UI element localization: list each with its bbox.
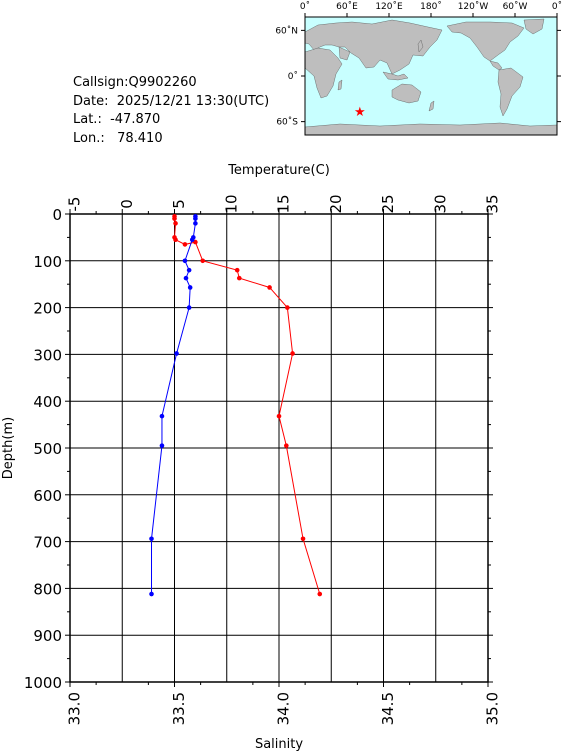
series-layer <box>149 214 323 597</box>
salinity-tick-label: 34.5 <box>379 692 397 725</box>
temperature-point <box>182 242 188 247</box>
salinity-point <box>174 351 179 356</box>
depth-tick-label: 100 <box>33 253 62 271</box>
temperature-point <box>300 536 306 542</box>
temperature-point <box>285 305 290 310</box>
depth-tick-label: 900 <box>33 627 62 645</box>
temperature-point <box>173 237 178 243</box>
africa-landmass <box>304 47 343 99</box>
temperature-tick-label: 10 <box>222 194 240 213</box>
depth-axis-title: Depth(m) <box>1 417 16 479</box>
salinity-line <box>151 216 196 595</box>
temperature-tick-label: 20 <box>327 194 345 213</box>
depth-tick-label: 300 <box>33 346 62 364</box>
temperature-tick-label: 35 <box>484 194 502 213</box>
south-america-landmass <box>497 67 524 117</box>
temperature-tick-label: 30 <box>431 194 449 213</box>
madagascar-landmass <box>337 79 343 91</box>
map-lon-label: 120˚E <box>375 1 403 12</box>
salinity-point <box>187 285 193 290</box>
salinity-point <box>189 237 195 243</box>
map-lat-label: 0˚ <box>288 71 298 82</box>
map-lon-label: 60˚W <box>503 1 528 12</box>
temperature-tick-label: 0 <box>118 199 136 209</box>
new-zealand-landmass <box>428 100 435 112</box>
temperature-point <box>267 285 272 290</box>
salinity-point <box>183 275 189 281</box>
map-lon-label: 60˚E <box>336 1 358 12</box>
north-america-landmass <box>446 21 525 62</box>
temperature-line <box>173 216 321 595</box>
station-marker-star-icon: ★ <box>354 105 366 120</box>
salinity-point <box>186 267 192 273</box>
salinity-point <box>182 258 188 264</box>
japan-landmass <box>417 39 424 53</box>
greenland-landmass <box>523 18 545 35</box>
temperature-tick-label: -5 <box>66 197 84 212</box>
salinity-tick-label: 35.0 <box>484 692 502 725</box>
map-lon-label: 180˚ <box>420 1 442 12</box>
temperature-tick-label: 25 <box>379 194 397 213</box>
salinity-axis: 33.0 33.5 34.0 34.5 35.0 <box>66 682 502 725</box>
salinity-tick-label: 34.0 <box>275 692 293 725</box>
temperature-point <box>276 413 282 419</box>
salinity-point <box>193 221 198 226</box>
depth-tick-label: 500 <box>33 440 62 458</box>
temperature-tick-label: 5 <box>170 199 188 209</box>
temperature-axis: -5 0 5 10 15 20 25 30 35 <box>66 194 502 214</box>
map-lon-label: 0˚ <box>552 1 562 12</box>
temperature-tick-label: 15 <box>275 194 293 213</box>
temperature-point <box>317 591 323 597</box>
salinity-point <box>159 443 165 448</box>
map-lon-label: 0˚ <box>300 1 310 12</box>
map-lat-label: 60˚N <box>275 25 298 36</box>
temperature-axis-title: Temperature(C) <box>227 163 330 178</box>
lon-text: Lon.: 78.410 <box>73 130 163 146</box>
depth-tick-label: 200 <box>33 300 62 318</box>
depth-tick-label: 700 <box>33 534 62 552</box>
map-lat-label: 60˚S <box>276 117 298 128</box>
salinity-point <box>149 591 154 597</box>
temperature-point <box>200 258 206 264</box>
depth-tick-label: 1000 <box>24 674 62 692</box>
chart-grid <box>69 213 489 683</box>
date-text: Date: 2025/12/21 13:30(UTC) <box>73 93 270 109</box>
salinity-axis-title: Salinity <box>255 737 303 751</box>
se-asia-islands <box>382 71 409 81</box>
depth-tick-label: 800 <box>33 580 62 598</box>
salinity-point <box>149 536 154 542</box>
map-lon-label: 120˚W <box>458 1 489 12</box>
temperature-point <box>234 267 240 273</box>
salinity-tick-label: 33.0 <box>66 692 84 725</box>
arabia-landmass <box>338 46 351 61</box>
station-info: Callsign:Q9902260 Date: 2025/12/21 13:30… <box>73 74 269 148</box>
australia-landmass <box>391 83 422 104</box>
temperature-point <box>173 221 178 226</box>
temperature-point <box>290 351 295 356</box>
depth-tick-label: 400 <box>33 393 62 411</box>
depth-tick-label: 600 <box>33 487 62 505</box>
salinity-point <box>193 216 198 221</box>
temperature-point <box>284 443 289 448</box>
temperature-point <box>172 216 177 221</box>
salinity-point <box>186 305 192 310</box>
map-land <box>304 18 558 136</box>
temperature-point <box>236 275 242 281</box>
callsign-text: Callsign:Q9902260 <box>73 75 197 90</box>
depth-axis: 0 100 200 300 400 500 600 700 800 900 1000 <box>24 206 493 692</box>
central-america-landmass <box>489 60 503 71</box>
lat-text: Lat.: -47.870 <box>73 112 161 128</box>
depth-tick-label: 0 <box>52 206 62 224</box>
salinity-tick-label: 33.5 <box>170 692 188 725</box>
temperature-point <box>193 239 198 245</box>
salinity-point <box>159 413 165 419</box>
